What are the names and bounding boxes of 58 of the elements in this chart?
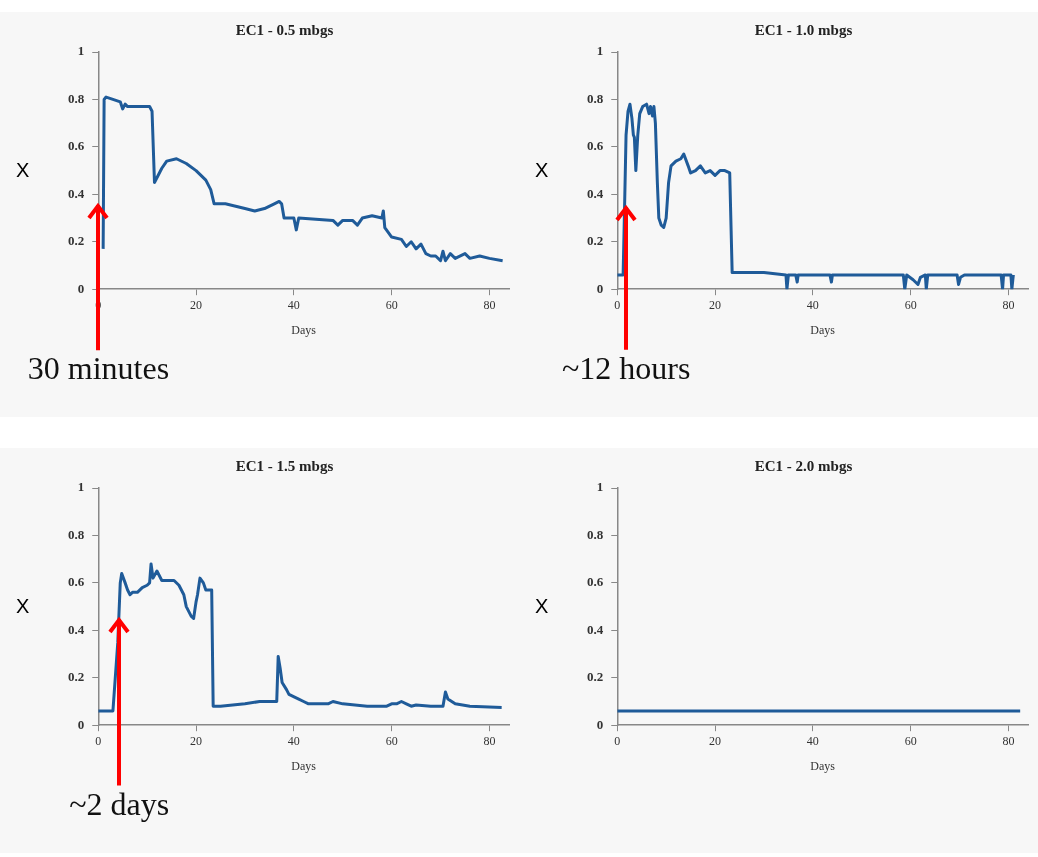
y-tick-label: 0.4 — [68, 621, 85, 637]
x-tick-label: 20 — [190, 733, 203, 748]
x-tick-label: 0 — [614, 297, 621, 312]
x-tick-label: 60 — [385, 297, 398, 312]
y-tick-label: 0.4 — [68, 185, 85, 201]
y-tick-label: 0.2 — [68, 233, 85, 249]
x-tick-label: 0 — [95, 733, 102, 748]
x-axis-title: Days — [291, 322, 317, 337]
y-tick-label: 0.8 — [68, 526, 85, 542]
y-tick-label: 0.2 — [587, 669, 604, 685]
y-tick-label: 0 — [596, 716, 604, 732]
x-axis-title: Days — [291, 758, 317, 773]
y-tick-label: 0.4 — [587, 185, 604, 201]
x-axis-title: Days — [810, 322, 836, 337]
text: 30 minutes — [27, 350, 170, 387]
annotation: ~2 days — [69, 786, 170, 823]
y-tick-label: 0.2 — [587, 233, 604, 249]
x-tick-label: 80 — [483, 297, 496, 312]
y-axis-title: X — [16, 595, 30, 619]
x-tick-label: 60 — [385, 733, 398, 748]
x-tick-label: 60 — [904, 733, 917, 748]
y-tick-label: 0.6 — [68, 574, 85, 590]
y-axis-title: X — [16, 159, 30, 183]
x-tick-label: 20 — [709, 297, 722, 312]
y-tick-label: 0 — [596, 280, 604, 296]
y-tick-label: 0.6 — [68, 138, 85, 154]
chart-title: EC1 - 1.0 mbgs — [754, 21, 853, 38]
y-tick-label: 1 — [77, 479, 85, 495]
y-tick-label: 0.8 — [587, 526, 604, 542]
y-axis-title: X — [535, 595, 549, 619]
y-tick-label: 0 — [77, 280, 85, 296]
x-tick-label: 40 — [287, 297, 300, 312]
x-tick-label: 40 — [806, 297, 819, 312]
annotation: ~12 hours — [562, 350, 691, 387]
y-tick-label: 0.8 — [68, 90, 85, 106]
y-tick-label: 0.6 — [587, 574, 604, 590]
y-tick-label: 0.2 — [68, 669, 85, 685]
x-tick-label: 80 — [483, 733, 496, 748]
x-tick-label: 40 — [287, 733, 300, 748]
x-axis-title: Days — [810, 758, 836, 773]
y-axis-title: X — [535, 159, 549, 183]
y-tick-label: 1 — [77, 43, 85, 59]
x-tick-label: 20 — [709, 733, 722, 748]
y-tick-label: 1 — [596, 43, 604, 59]
x-tick-label: 20 — [190, 297, 203, 312]
x-tick-label: 60 — [904, 297, 917, 312]
y-tick-label: 1 — [596, 479, 604, 495]
y-tick-label: 0 — [77, 716, 85, 732]
chart-title: EC1 - 1.5 mbgs — [235, 457, 334, 474]
x-tick-label: 40 — [806, 733, 819, 748]
x-tick-label: 0 — [614, 733, 621, 748]
chart-title: EC1 - 2.0 mbgs — [754, 457, 853, 474]
x-tick-label: 80 — [1002, 733, 1015, 748]
x-tick-label: 80 — [1002, 297, 1015, 312]
y-tick-label: 0.8 — [587, 90, 604, 106]
y-tick-label: 0.6 — [587, 138, 604, 154]
chart-title: EC1 - 0.5 mbgs — [235, 21, 334, 38]
y-tick-label: 0.4 — [587, 621, 604, 637]
